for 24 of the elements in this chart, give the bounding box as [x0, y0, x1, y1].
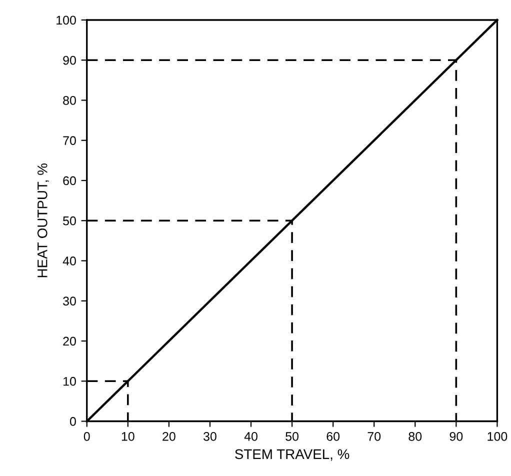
x-tick-label: 10: [122, 432, 134, 441]
y-axis-title: HEAT OUTPUT, %: [37, 163, 49, 278]
x-tick-label: 70: [368, 432, 381, 441]
y-tick-label: 30: [63, 296, 76, 306]
y-tick-label: 80: [63, 96, 76, 105]
x-tick-label: 0: [84, 432, 90, 441]
x-axis-title: STEM TRAVEL, %: [235, 449, 350, 461]
x-tick-label: 20: [162, 432, 176, 441]
x-tick-label: 60: [326, 432, 340, 441]
y-tick-label: 10: [64, 376, 76, 386]
y-tick-label: 40: [62, 256, 76, 266]
y-tick-label: 100: [56, 16, 76, 25]
x-tick-label: 90: [450, 432, 463, 441]
y-tick-label: 0: [70, 417, 76, 426]
y-tick-label: 60: [63, 176, 76, 186]
y-tick-label: 50: [63, 216, 76, 226]
x-tick-label: 40: [244, 432, 258, 441]
x-tick-label: 80: [408, 432, 422, 441]
x-tick-label: 50: [286, 432, 298, 441]
x-tick-label: 30: [203, 432, 216, 441]
y-tick-label: 90: [63, 56, 76, 65]
x-tick-label: 100: [488, 432, 508, 441]
y-tick-label: 70: [63, 136, 76, 146]
y-tick-label: 20: [63, 336, 76, 346]
